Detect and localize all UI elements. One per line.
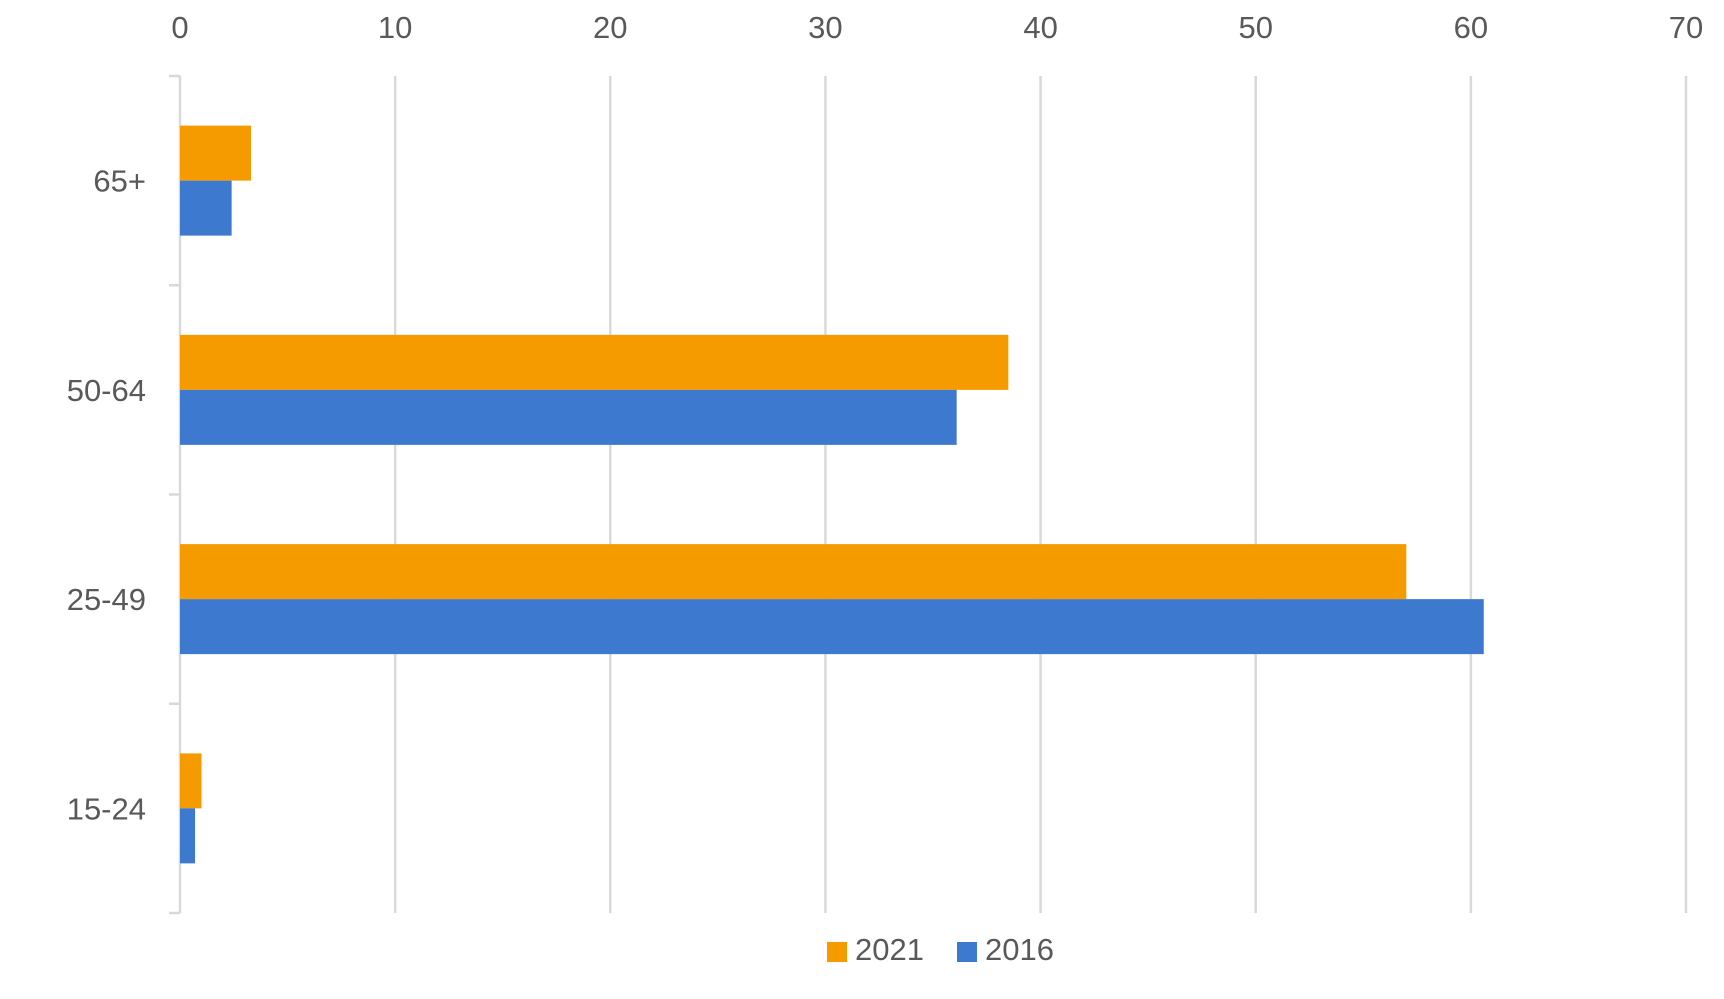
bars bbox=[180, 125, 1484, 864]
legend: 2021 2016 bbox=[827, 932, 1054, 967]
x-tick-label: 10 bbox=[378, 10, 412, 45]
x-tick-label: 50 bbox=[1238, 10, 1272, 45]
bar-2016-50-64 bbox=[180, 389, 957, 445]
bar-2021-15-24 bbox=[180, 753, 202, 809]
tick-labels: 0 10 20 30 40 50 60 70 65+ 50-64 25-49 15-24 bbox=[67, 10, 1704, 826]
x-tick-label: 0 bbox=[171, 10, 188, 45]
x-tick-label: 30 bbox=[808, 10, 842, 45]
category-label: 50-64 bbox=[67, 373, 146, 408]
x-tick-label: 20 bbox=[593, 10, 627, 45]
x-tick-label: 60 bbox=[1454, 10, 1488, 45]
bar-2021-25-49 bbox=[180, 544, 1407, 600]
bar-2016-65+ bbox=[180, 180, 232, 236]
x-tick-label: 70 bbox=[1669, 10, 1703, 45]
legend-label: 2021 bbox=[855, 932, 924, 967]
legend-swatch-2016 bbox=[957, 942, 977, 962]
legend-label: 2016 bbox=[985, 932, 1054, 967]
bar-2021-65+ bbox=[180, 125, 251, 181]
category-label: 15-24 bbox=[67, 791, 146, 826]
x-tick-label: 40 bbox=[1023, 10, 1057, 45]
category-label: 65+ bbox=[93, 164, 146, 199]
bar-2016-25-49 bbox=[180, 599, 1484, 655]
legend-swatch-2021 bbox=[827, 942, 847, 962]
category-label: 25-49 bbox=[67, 582, 146, 617]
axes bbox=[169, 74, 182, 915]
gridlines bbox=[393, 76, 1688, 913]
bar-2021-50-64 bbox=[180, 334, 1009, 390]
bar-2016-15-24 bbox=[180, 808, 196, 864]
